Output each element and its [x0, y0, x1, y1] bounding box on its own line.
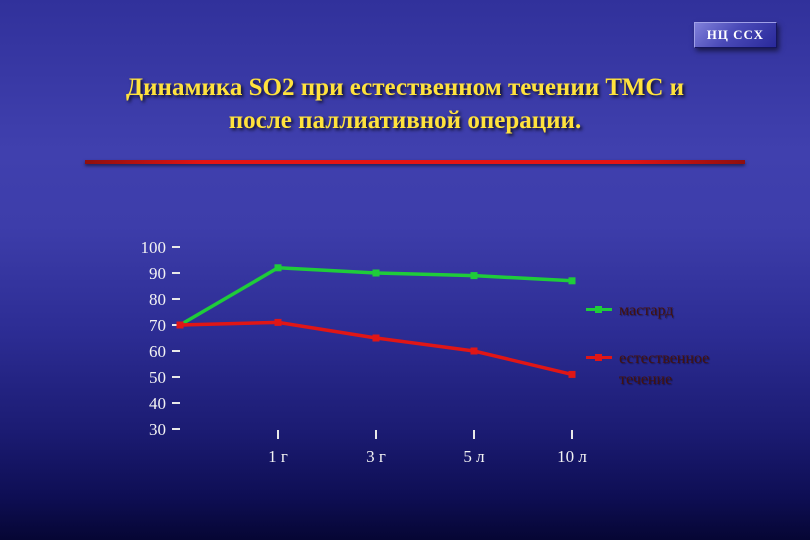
legend-label-natural-course: естественное течение: [619, 349, 710, 389]
y-axis-tick-label: 80: [149, 290, 166, 309]
so2-line-chart: 100 90 80 70 60 50 40 30 1 г 3 г 5 л 10 л: [141, 238, 588, 466]
chart-legend: мастард естественное течение: [586, 300, 746, 417]
data-point-marker: [274, 318, 282, 326]
logo-badge-label: НЦ ССХ: [706, 27, 764, 42]
series-line: [179, 320, 573, 377]
y-axis-tick-label: 60: [149, 342, 166, 361]
slide-title-line1: Динамика SO2 при естественном течении ТМ…: [125, 74, 685, 101]
logo-badge: НЦ ССХ: [693, 22, 777, 48]
data-point-marker: [372, 334, 380, 342]
y-axis-tick-label: 100: [141, 238, 167, 257]
legend-item-natural-course: естественное течение: [586, 348, 746, 391]
slide-title: Динамика SO2 при естественном течении ТМ…: [0, 72, 810, 137]
x-axis-tick-label: 10 л: [557, 447, 587, 466]
x-axis-tick-label: 3 г: [366, 447, 386, 466]
x-axis-tick-label: 5 л: [463, 447, 485, 466]
data-point-marker: [372, 269, 380, 277]
legend-marker-green-icon: [586, 306, 612, 313]
y-axis-tick-label: 50: [149, 368, 166, 387]
y-axis-tick-label: 90: [149, 264, 166, 283]
title-underline-divider: [85, 160, 745, 164]
y-axis-tick-label: 30: [149, 420, 166, 439]
y-axis-tick-label: 40: [149, 394, 166, 413]
data-point-marker: [470, 272, 478, 280]
slide-title-line2: после паллиативной операции.: [228, 106, 582, 134]
data-point-marker: [274, 264, 282, 272]
data-point-marker: [470, 347, 478, 355]
data-point-marker: [568, 370, 576, 378]
legend-marker-red-icon: [586, 353, 612, 361]
legend-item-mustard: мастард: [586, 300, 746, 322]
legend-label-mustard: мастард: [619, 302, 674, 319]
y-axis-tick-label: 70: [149, 316, 166, 335]
data-point-marker: [568, 277, 576, 285]
data-point-marker: [176, 321, 184, 329]
x-axis-tick-label: 1 г: [268, 447, 288, 466]
